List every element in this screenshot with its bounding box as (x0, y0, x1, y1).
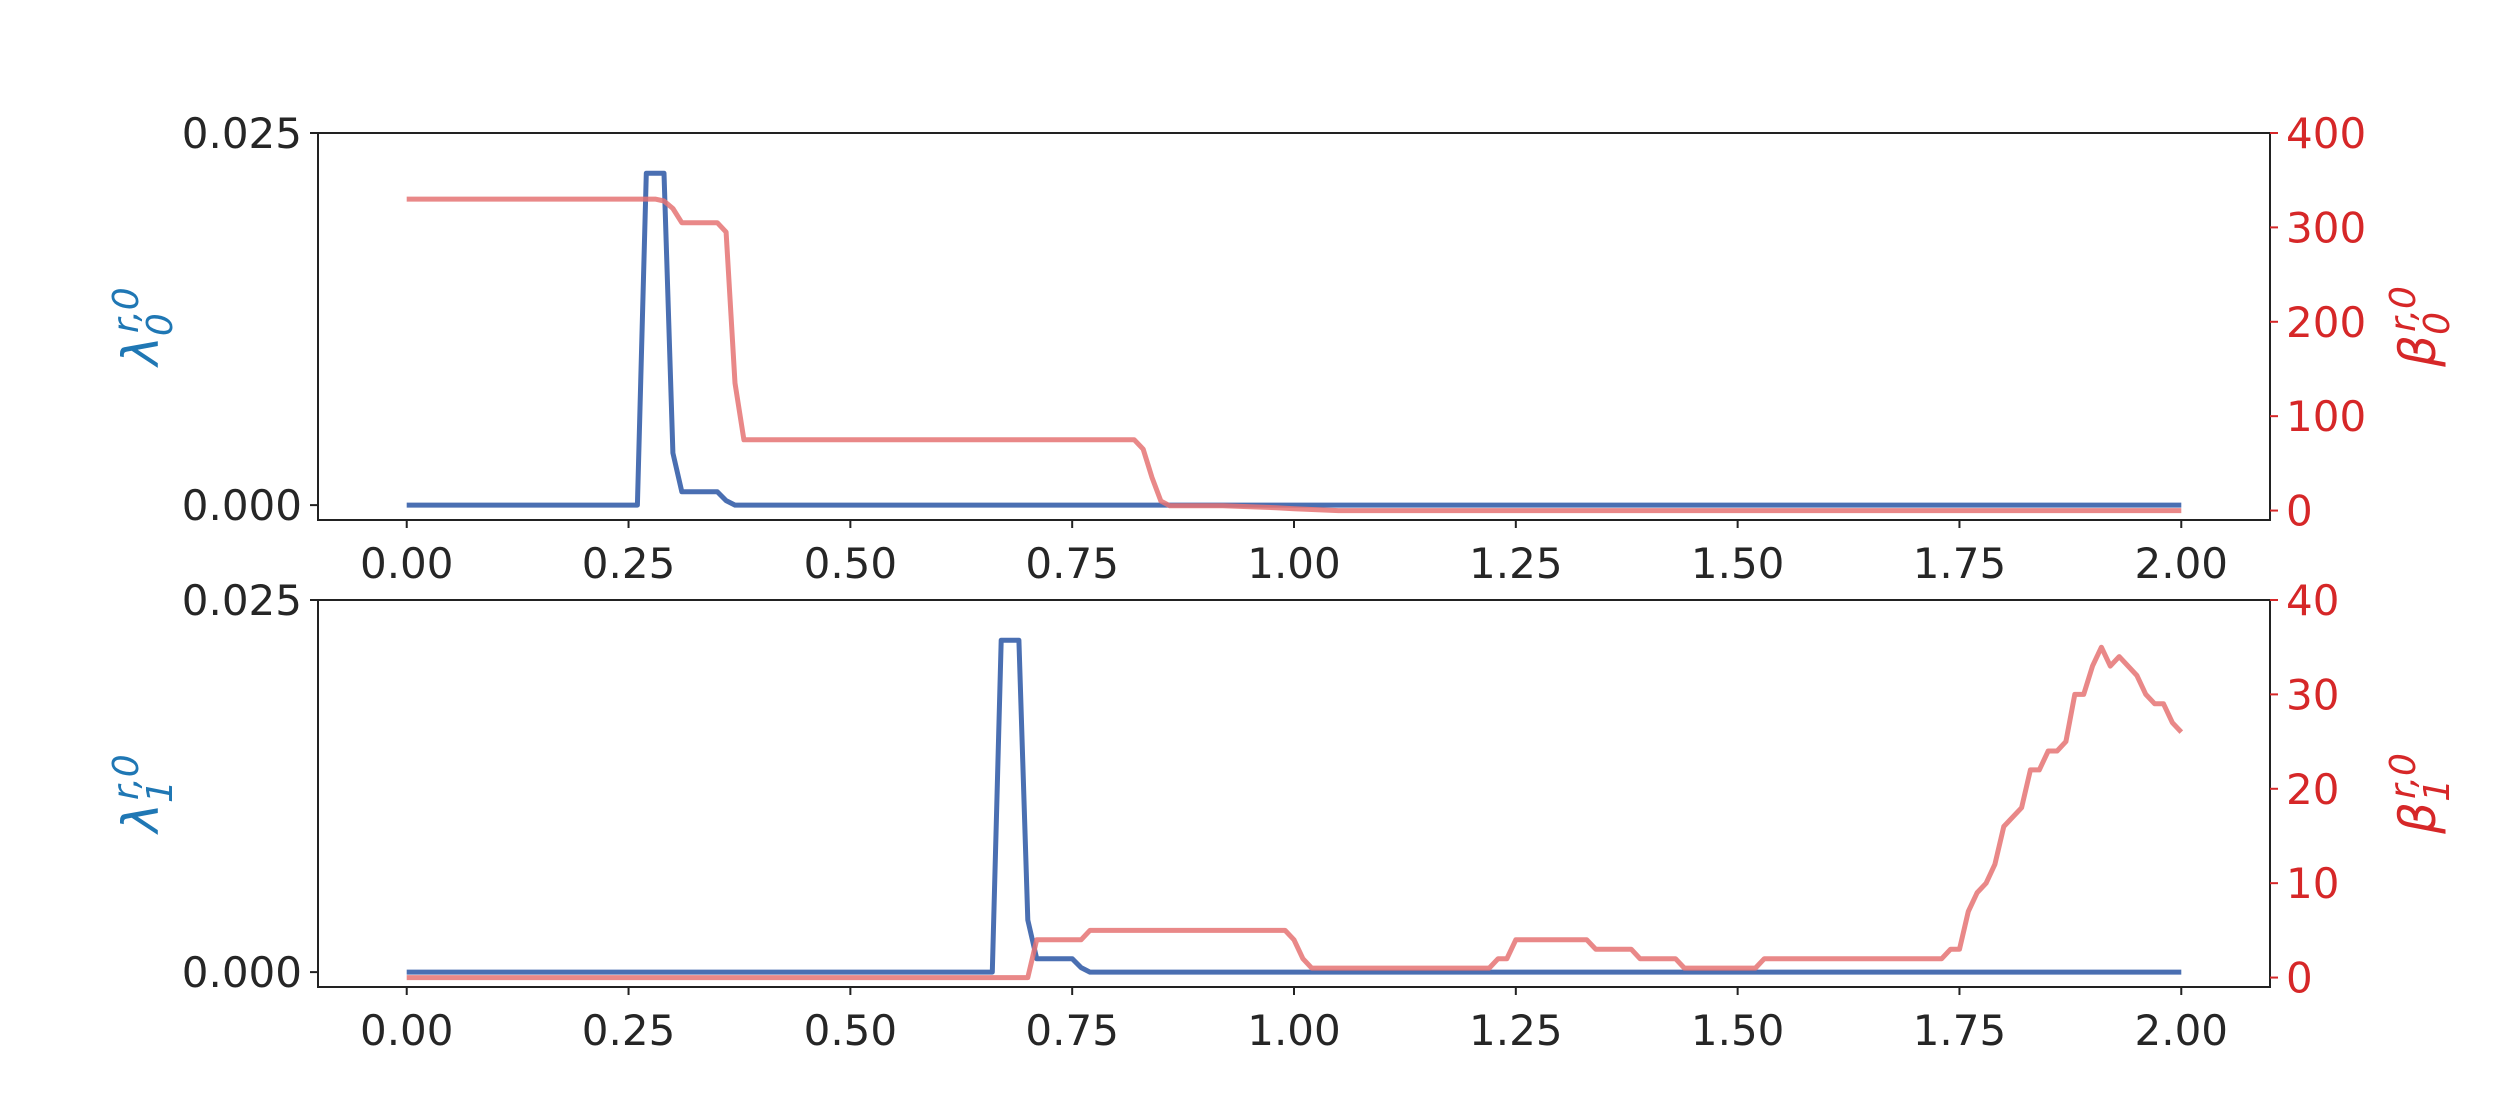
x-tick-label: 1.50 (1691, 539, 1785, 588)
y-tick-label-right: 300 (2286, 203, 2366, 252)
x-tick-label: 0.00 (360, 1006, 454, 1055)
panel-1: 0.00 0.25 0.50 0.75 1.00 1.25 1.50 1.75 2.00 0.00… (106, 576, 2458, 1055)
y-axis-label-right: β0r,0 (2383, 286, 2458, 368)
x-tick-label: 1.50 (1691, 1006, 1785, 1055)
x-tick-label: 1.00 (1247, 539, 1341, 588)
y-tick-label-right: 200 (2286, 298, 2366, 347)
y-axis-label-left: λ1r,0 (106, 754, 181, 835)
series-line-lambda-1 (406, 637, 2182, 975)
y-axis-label-right: β1r,0 (2383, 753, 2458, 835)
x-tick-label: 1.25 (1469, 1006, 1563, 1055)
x-tick-label: 0.50 (804, 1006, 898, 1055)
panel-0: 0.00 0.25 0.50 0.75 1.00 1.25 1.50 1.75 2.00 0.00… (106, 109, 2458, 588)
y-tick-label-right: 0 (2286, 954, 2313, 1003)
y-tick-label-left: 0.025 (182, 109, 302, 158)
x-tick-label: 1.25 (1469, 539, 1563, 588)
x-tick-label: 0.50 (804, 539, 898, 588)
x-tick-label: 2.00 (2135, 539, 2229, 588)
x-tick-label: 1.75 (1913, 539, 2007, 588)
y-tick-label-left: 0.025 (182, 576, 302, 625)
plot-frame (317, 132, 2271, 521)
x-tick-label: 0.75 (1025, 1006, 1119, 1055)
y-tick-label-right: 30 (2286, 670, 2339, 719)
y-tick-label-right: 20 (2286, 765, 2339, 814)
x-tick-label: 0.75 (1025, 539, 1119, 588)
x-tick-label: 0.25 (582, 539, 676, 588)
y-tick-label-left: 0.000 (182, 948, 302, 997)
y-tick-label-right: 100 (2286, 392, 2366, 441)
x-tick-label: 1.75 (1913, 1006, 2007, 1055)
x-tick-label: 1.00 (1247, 1006, 1341, 1055)
y-tick-label-right: 10 (2286, 859, 2339, 908)
plot-frame (317, 599, 2271, 988)
y-tick-label-right: 0 (2286, 487, 2313, 536)
y-tick-label-right: 40 (2286, 576, 2339, 625)
series-line-lambda-0 (406, 170, 2182, 508)
y-axis-label-left: λ0r,0 (106, 287, 181, 368)
y-tick-label-right: 400 (2286, 109, 2366, 158)
y-tick-label-left: 0.000 (182, 481, 302, 530)
x-tick-label: 0.25 (582, 1006, 676, 1055)
x-tick-label: 2.00 (2135, 1006, 2229, 1055)
series-line-beta-0 (406, 196, 2182, 514)
x-tick-label: 0.00 (360, 539, 454, 588)
series-line-beta-1 (406, 644, 2184, 981)
